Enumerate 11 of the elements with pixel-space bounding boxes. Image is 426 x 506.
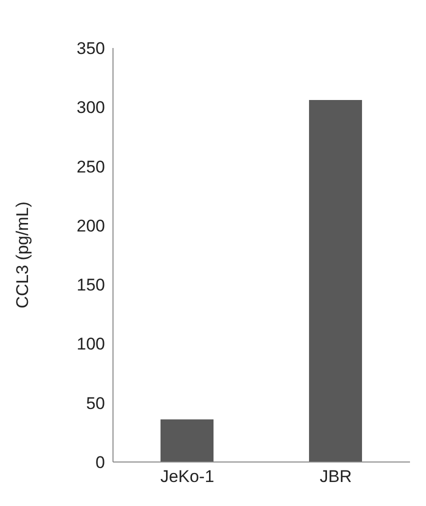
y-tick-label: 350 — [76, 39, 105, 58]
y-tick-label: 150 — [76, 276, 105, 295]
y-axis-title: CCL3 (pg/mL) — [13, 202, 32, 308]
y-tick-label: 100 — [76, 334, 105, 354]
y-tick-label: 300 — [76, 98, 105, 118]
x-tick-label: JeKo-1 — [160, 467, 214, 486]
y-tick-label: 200 — [76, 216, 105, 236]
y-tick-label: 250 — [76, 157, 105, 176]
x-tick-label: JBR — [320, 467, 352, 486]
y-tick-label: 0 — [96, 453, 105, 472]
y-tick-label: 50 — [86, 394, 105, 413]
